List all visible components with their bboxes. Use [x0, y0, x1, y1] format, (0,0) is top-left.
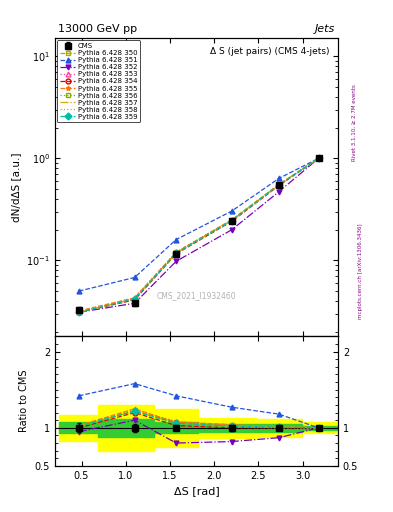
Pythia 6.428 350 [132, 296, 137, 302]
Pythia 6.428 358 [230, 218, 234, 224]
Line: Pythia 6.428 357: Pythia 6.428 357 [79, 158, 319, 312]
Pythia 6.428 355 [276, 182, 281, 188]
Pythia 6.428 357 [132, 296, 137, 302]
Pythia 6.428 354 [316, 155, 321, 161]
Y-axis label: Ratio to CMS: Ratio to CMS [19, 370, 29, 433]
Pythia 6.428 351 [316, 155, 321, 161]
Pythia 6.428 354 [77, 309, 81, 315]
Pythia 6.428 355 [316, 155, 321, 161]
Pythia 6.428 355 [132, 295, 137, 301]
Line: Pythia 6.428 359: Pythia 6.428 359 [77, 156, 321, 315]
Pythia 6.428 351 [77, 288, 81, 294]
Pythia 6.428 358 [174, 250, 178, 257]
Pythia 6.428 357 [316, 155, 321, 161]
Pythia 6.428 353 [276, 182, 281, 188]
Text: mcplots.cern.ch [arXiv:1306.3436]: mcplots.cern.ch [arXiv:1306.3436] [358, 224, 363, 319]
Pythia 6.428 352 [316, 155, 321, 161]
Y-axis label: dN/dΔS [a.u.]: dN/dΔS [a.u.] [11, 153, 21, 222]
X-axis label: ΔS [rad]: ΔS [rad] [174, 486, 219, 496]
Pythia 6.428 354 [230, 218, 234, 224]
Pythia 6.428 356 [230, 218, 234, 224]
Text: 13000 GeV pp: 13000 GeV pp [58, 24, 137, 34]
Pythia 6.428 352 [174, 258, 178, 264]
Pythia 6.428 358 [77, 309, 81, 315]
Pythia 6.428 354 [174, 251, 178, 257]
Pythia 6.428 358 [316, 155, 321, 161]
Pythia 6.428 359 [276, 182, 281, 188]
Pythia 6.428 353 [174, 249, 178, 255]
Pythia 6.428 355 [174, 249, 178, 255]
Line: Pythia 6.428 353: Pythia 6.428 353 [77, 156, 321, 315]
Pythia 6.428 358 [276, 182, 281, 188]
Pythia 6.428 359 [132, 296, 137, 302]
Pythia 6.428 353 [132, 295, 137, 301]
Pythia 6.428 350 [276, 181, 281, 187]
Text: CMS_2021_I1932460: CMS_2021_I1932460 [157, 292, 236, 301]
Text: Δ S (jet pairs) (CMS 4-jets): Δ S (jet pairs) (CMS 4-jets) [210, 47, 329, 56]
Pythia 6.428 352 [276, 189, 281, 195]
Pythia 6.428 359 [316, 155, 321, 161]
Pythia 6.428 356 [276, 182, 281, 188]
Line: Pythia 6.428 356: Pythia 6.428 356 [77, 156, 321, 315]
Line: Pythia 6.428 355: Pythia 6.428 355 [77, 156, 321, 313]
Pythia 6.428 352 [132, 300, 137, 306]
Pythia 6.428 354 [276, 183, 281, 189]
Pythia 6.428 358 [132, 296, 137, 302]
Pythia 6.428 353 [77, 309, 81, 315]
Pythia 6.428 352 [230, 227, 234, 233]
Line: Pythia 6.428 358: Pythia 6.428 358 [79, 158, 319, 312]
Pythia 6.428 352 [77, 309, 81, 315]
Pythia 6.428 351 [230, 208, 234, 214]
Pythia 6.428 356 [132, 296, 137, 302]
Pythia 6.428 350 [77, 309, 81, 315]
Pythia 6.428 359 [77, 309, 81, 315]
Pythia 6.428 359 [230, 218, 234, 224]
Pythia 6.428 355 [77, 308, 81, 314]
Pythia 6.428 351 [132, 274, 137, 281]
Pythia 6.428 350 [230, 217, 234, 223]
Pythia 6.428 353 [230, 217, 234, 223]
Pythia 6.428 354 [132, 297, 137, 303]
Pythia 6.428 353 [316, 155, 321, 161]
Pythia 6.428 356 [77, 309, 81, 315]
Line: Pythia 6.428 354: Pythia 6.428 354 [77, 156, 321, 315]
Pythia 6.428 356 [174, 250, 178, 256]
Pythia 6.428 351 [276, 176, 281, 182]
Text: Jets: Jets [315, 24, 335, 34]
Pythia 6.428 355 [230, 217, 234, 223]
Pythia 6.428 350 [316, 155, 321, 161]
Legend: CMS, Pythia 6.428 350, Pythia 6.428 351, Pythia 6.428 352, Pythia 6.428 353, Pyt: CMS, Pythia 6.428 350, Pythia 6.428 351,… [57, 40, 140, 122]
Pythia 6.428 357 [230, 217, 234, 223]
Line: Pythia 6.428 352: Pythia 6.428 352 [77, 156, 321, 315]
Pythia 6.428 357 [174, 250, 178, 256]
Pythia 6.428 357 [77, 309, 81, 315]
Pythia 6.428 359 [174, 250, 178, 256]
Pythia 6.428 357 [276, 182, 281, 188]
Pythia 6.428 351 [174, 237, 178, 243]
Line: Pythia 6.428 350: Pythia 6.428 350 [77, 156, 321, 315]
Text: Rivet 3.1.10, ≥ 2.7M events: Rivet 3.1.10, ≥ 2.7M events [352, 84, 357, 161]
Pythia 6.428 356 [316, 155, 321, 161]
Line: Pythia 6.428 351: Pythia 6.428 351 [77, 156, 321, 293]
Pythia 6.428 350 [174, 249, 178, 255]
